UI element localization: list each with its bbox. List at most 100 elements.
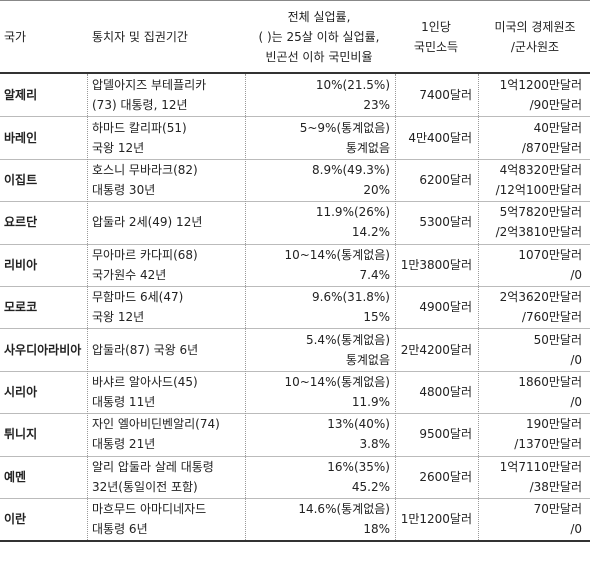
text-line: 국왕 12년 [92, 310, 145, 325]
row-border [0, 243, 590, 245]
header-cell: 국가 [4, 27, 84, 47]
text-line: 3.8% [359, 437, 391, 452]
text-line: 15% [363, 310, 390, 325]
data-cell: 4억8320만달러/12억100만달러 [480, 160, 582, 200]
data-cell: 2만4200달러 [396, 340, 472, 360]
text-line: 7.4% [359, 267, 391, 282]
country-cell: 모로코 [4, 297, 84, 317]
text-line: 1만1200달러 [400, 512, 472, 527]
text-line: 4800달러 [419, 385, 472, 399]
text-line: 2만4200달러 [400, 342, 472, 357]
data-cell: 13%(40%) 3.8% [248, 414, 390, 454]
column-divider [478, 74, 479, 541]
text-line: 이집트 [4, 173, 38, 187]
data-cell: 40만달러/870만달러 [480, 118, 582, 158]
row-border [0, 413, 590, 415]
text-line: 튀니지 [4, 427, 38, 442]
data-cell: 알리 압둘라 살레 대통령 32년(통일이전 포함) [92, 457, 242, 497]
text-line: 마흐무드 아마디네자드 [92, 502, 207, 517]
data-cell: 9500달러 [396, 424, 472, 444]
row-border [0, 116, 590, 118]
column-divider [87, 74, 88, 541]
text-line: 압델아지즈 부테플리카 [92, 78, 207, 93]
text-line: 1070만달러 [518, 247, 582, 262]
text-line: 45.2% [351, 479, 390, 494]
data-cell: 190만달러/1370만달러 [480, 414, 582, 454]
header-cell: 통치자 및 집권기간 [92, 27, 242, 47]
data-cell: 7400달러 [396, 85, 472, 105]
text-line: 하마드 칼리파(51) [92, 120, 187, 135]
text-line: /0 [570, 267, 582, 282]
text-line: 무아마르 카다피(68) [92, 247, 198, 262]
text-line: 190만달러 [525, 417, 582, 432]
data-cell: 하마드 칼리파(51) 국왕 12년 [92, 118, 242, 158]
text-line: 국가 [4, 30, 27, 44]
text-line: /760만달러 [521, 310, 582, 325]
country-cell: 알제리 [4, 85, 84, 105]
text-line: 4만400달러 [408, 130, 472, 145]
text-line: 1억7110만달러 [499, 459, 582, 474]
text-line: /38만달러 [529, 479, 582, 494]
text-line: /0 [570, 352, 582, 367]
header-cell: 전체 실업률, ( )는 25살 이하 실업률, 빈곤선 이하 국민비율 [248, 7, 390, 67]
text-line: 압둘라(87) 국왕 6년 [92, 342, 199, 357]
country-cell: 리비아 [4, 255, 84, 275]
text-line: 8.9%(49.3%) [312, 163, 390, 177]
text-line: 1860만달러 [518, 375, 582, 389]
data-cell: 8.9%(49.3%) 20% [248, 160, 390, 200]
data-cell: 10~14%(통계없음) 7.4% [248, 245, 390, 285]
data-cell: 압둘라(87) 국왕 6년 [92, 340, 242, 360]
data-cell: 2600달러 [396, 467, 472, 487]
data-cell: 압델아지즈 부테플리카 (73) 대통령, 12년 [92, 75, 242, 115]
top-border [0, 0, 590, 1]
column-divider [245, 74, 246, 541]
data-cell: 4만400달러 [396, 128, 472, 148]
data-cell: 2억3620만달러/760만달러 [480, 287, 582, 327]
data-cell: 5억7820만달러/2억3810만달러 [480, 202, 582, 242]
text-line: 1억1200만달러 [499, 78, 582, 93]
data-cell: 16%(35%) 45.2% [248, 457, 390, 497]
country-cell: 바레인 [4, 128, 84, 148]
text-line: 7400달러 [419, 88, 472, 103]
text-line: 23% [363, 98, 390, 113]
text-line: 통계없음 [345, 140, 390, 155]
text-line: 무함마드 6세(47) [92, 290, 184, 305]
data-cell: 무아마르 카다피(68) 국가원수 42년 [92, 245, 242, 285]
text-line: 이란 [4, 512, 27, 527]
text-line: 국민소득 [413, 40, 459, 54]
text-line: 50만달러 [533, 332, 582, 347]
text-line: 2600달러 [419, 469, 472, 484]
text-line: 바샤르 알아사드(45) [92, 375, 198, 389]
text-line: 압둘라 2세(49) 12년 [92, 215, 203, 230]
text-line: 알제리 [4, 88, 38, 103]
data-cell: 자인 엘아비딘벤알리(74) 대통령 21년 [92, 414, 242, 454]
header-cell: 1인당 국민소득 [396, 17, 476, 57]
text-line: 예멘 [4, 469, 27, 484]
text-line: 빈곤선 이하 국민비율 [265, 50, 373, 64]
text-line: 요르단 [4, 215, 38, 230]
text-line: /군사원조 [510, 40, 560, 54]
data-cell: 1억1200만달러/90만달러 [480, 75, 582, 115]
data-cell: 6200달러 [396, 170, 472, 190]
text-line: 10%(21.5%) [315, 78, 390, 93]
text-line: 13%(40%) [327, 417, 390, 432]
row-border [0, 328, 590, 330]
country-cell: 사우디아라비아 [4, 340, 84, 360]
row-border [0, 158, 590, 160]
text-line: 국왕 12년 [92, 140, 145, 155]
text-line: /0 [570, 395, 582, 409]
text-line: 10~14%(통계없음) [284, 247, 390, 262]
data-cell: 1만1200달러 [396, 509, 472, 529]
text-line: 14.6%(통계없음) [298, 502, 390, 517]
data-cell: 11.9%(26%) 14.2% [248, 202, 390, 242]
text-line: 5~9%(통계없음) [299, 120, 390, 135]
text-line: ( )는 25살 이하 실업률, [258, 30, 380, 44]
text-line: /12억100만달러 [495, 183, 582, 197]
column-divider [395, 74, 396, 541]
text-line: 리비아 [4, 257, 38, 272]
data-cell: 5~9%(통계없음) 통계없음 [248, 118, 390, 158]
data-cell: 4800달러 [396, 382, 472, 402]
data-cell: 10%(21.5%) 23% [248, 75, 390, 115]
text-line: 4900달러 [419, 300, 472, 315]
